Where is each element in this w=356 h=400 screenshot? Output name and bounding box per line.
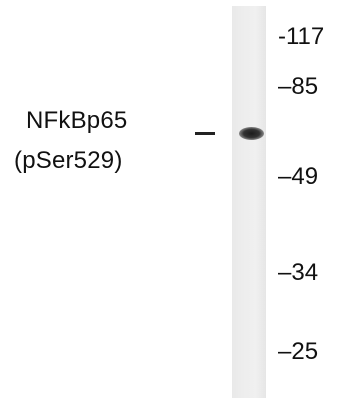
mw-marker-34: –34 bbox=[278, 259, 319, 286]
band-indicator-dash bbox=[195, 132, 215, 135]
blot-lane bbox=[232, 6, 266, 398]
protein-name-label: NFkBp65 bbox=[26, 107, 128, 134]
mw-marker-49: –49 bbox=[278, 163, 319, 190]
protein-band bbox=[239, 127, 264, 140]
mw-marker-85: –85 bbox=[278, 73, 319, 100]
mw-marker-25: –25 bbox=[278, 338, 319, 365]
phospho-site-label: (pSer529) bbox=[14, 147, 123, 174]
mw-marker-117: -117 bbox=[278, 23, 325, 50]
